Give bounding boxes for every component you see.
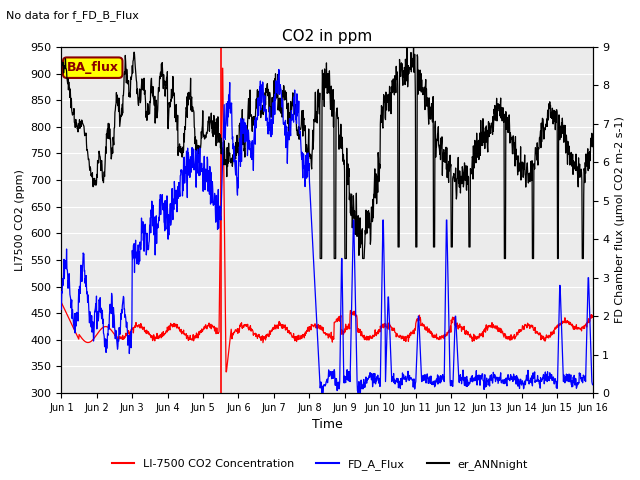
Title: CO2 in ppm: CO2 in ppm [282,29,372,44]
X-axis label: Time: Time [312,419,342,432]
Y-axis label: FD Chamber flux (μmol CO2 m-2 s-1): FD Chamber flux (μmol CO2 m-2 s-1) [615,117,625,324]
Text: No data for f_FD_B_Flux: No data for f_FD_B_Flux [6,10,140,21]
Y-axis label: LI7500 CO2 (ppm): LI7500 CO2 (ppm) [15,169,25,271]
Text: BA_flux: BA_flux [67,61,118,74]
Legend: LI-7500 CO2 Concentration, FD_A_Flux, er_ANNnight: LI-7500 CO2 Concentration, FD_A_Flux, er… [108,455,532,474]
